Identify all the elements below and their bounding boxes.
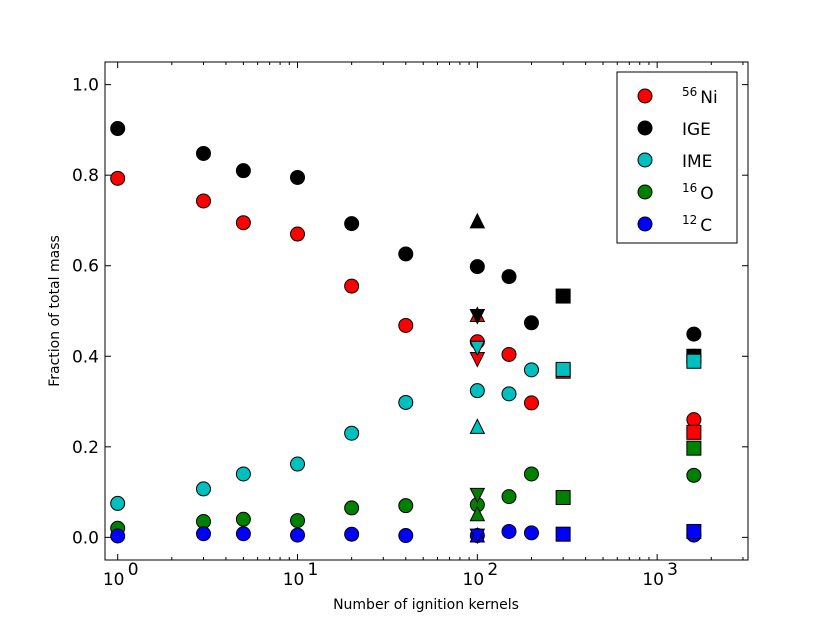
y-tick-label: 0.4 — [72, 347, 99, 367]
legend-superscript: 56 — [682, 85, 697, 99]
data-point-ige-circle — [344, 216, 360, 232]
data-point-56ni-square — [686, 424, 702, 440]
legend-label-ni: 56 Ni — [682, 85, 718, 108]
legend-label-c: 12 C — [682, 213, 712, 236]
data-point-16o-circle — [344, 500, 360, 516]
data-point-16o-square — [686, 440, 702, 456]
data-point-ige-triangle-down — [469, 309, 486, 325]
data-point-ige-triangle-up — [469, 212, 486, 229]
legend-name: C — [700, 216, 712, 236]
x-tick-label: 10 — [103, 570, 125, 590]
x-tick-label: 10 — [642, 570, 664, 590]
data-point-56ni-circle — [290, 226, 306, 242]
data-point-12c-square — [555, 526, 571, 542]
data-point-56ni-circle — [195, 193, 211, 209]
x-axis-label: Number of ignition kernels — [333, 597, 519, 613]
legend-name: Ni — [700, 88, 717, 108]
data-point-ige-circle — [235, 163, 251, 179]
axis-ticks: 0.00.20.40.60.81.010 0 10 1 10 2 10 3 — [72, 62, 748, 590]
x-tick-exponent: 2 — [487, 560, 498, 580]
data-point-ime-triangle-up — [469, 418, 486, 434]
data-point-56ni-circle — [235, 215, 251, 231]
legend-superscript: 12 — [682, 213, 697, 227]
data-point-16o-circle — [523, 466, 539, 482]
x-tick-label: 10 — [463, 570, 485, 590]
data-point-12c-triangle-down — [469, 528, 486, 545]
data-point-12c-circle — [344, 526, 360, 542]
data-point-ime-triangle-down — [469, 340, 486, 357]
data-point-12c-circle — [235, 526, 251, 542]
data-point-ige-circle — [469, 259, 485, 275]
data-point-ime-circle — [235, 466, 251, 482]
y-tick-label: 0.2 — [72, 438, 99, 458]
y-tick-label: 0.0 — [72, 528, 99, 548]
data-point-12c-circle — [398, 528, 414, 544]
data-point-16o-circle — [501, 489, 517, 505]
x-tick-exponent: 3 — [667, 560, 678, 580]
legend-marker-ni — [637, 88, 653, 104]
x-tick-label: 10 — [283, 570, 305, 590]
x-tick-exponent: 0 — [128, 560, 139, 580]
data-point-ime-circle — [523, 362, 539, 378]
data-point-ige-circle — [398, 246, 414, 262]
data-point-ige-circle — [290, 169, 306, 185]
legend-label-ige: IGE — [682, 120, 711, 140]
data-point-56ni-circle — [686, 412, 702, 428]
data-point-ime-circle — [398, 394, 414, 410]
data-point-16o-triangle-down — [469, 487, 486, 504]
data-markers — [110, 121, 702, 545]
data-point-56ni-circle — [344, 278, 360, 294]
y-tick-label: 0.6 — [72, 257, 99, 277]
data-point-16o-square — [555, 490, 571, 506]
data-point-ige-circle — [501, 269, 517, 285]
data-point-12c-square — [686, 523, 702, 539]
y-axis-label: Fraction of total mass — [47, 235, 63, 387]
data-point-ime-circle — [195, 481, 211, 497]
data-point-12c-circle — [290, 527, 306, 543]
legend-marker-c — [637, 216, 653, 232]
data-point-16o-circle — [398, 498, 414, 514]
x-tick-exponent: 1 — [308, 560, 319, 580]
data-point-ige-circle — [110, 121, 126, 137]
legend-marker-ige — [637, 120, 653, 136]
data-point-16o-circle — [686, 467, 702, 483]
legend-marker-ime — [637, 152, 653, 168]
data-point-12c-circle — [195, 526, 211, 542]
data-point-16o-triangle-up — [469, 505, 486, 522]
data-point-ime-circle — [469, 383, 485, 399]
data-point-56ni-circle — [398, 317, 414, 333]
data-point-16o-circle — [235, 511, 251, 527]
y-tick-label: 0.8 — [72, 166, 99, 186]
data-point-ige-circle — [195, 145, 211, 161]
data-point-12c-circle — [110, 528, 126, 544]
data-point-ige-circle — [686, 326, 702, 342]
legend-box — [616, 71, 738, 244]
legend-marker-o — [637, 184, 653, 200]
legend-label-ime: IME — [682, 152, 712, 172]
data-point-ime-circle — [344, 425, 360, 441]
data-point-12c-circle — [501, 523, 517, 539]
data-point-56ni-circle — [501, 346, 517, 362]
legend-name: O — [700, 184, 713, 204]
data-point-12c-circle — [523, 525, 539, 541]
data-point-ige-circle — [523, 315, 539, 331]
data-point-56ni-circle — [110, 170, 126, 186]
legend-superscript: 16 — [682, 181, 697, 195]
plot-frame — [104, 61, 749, 561]
data-point-16o-circle — [290, 513, 306, 529]
data-point-ige-square — [555, 288, 571, 304]
data-point-ime-circle — [290, 456, 306, 472]
data-point-ime-square — [555, 361, 571, 377]
data-point-56ni-circle — [523, 395, 539, 411]
legend-label-o: 16 O — [682, 181, 714, 204]
y-tick-label: 1.0 — [72, 76, 99, 96]
data-point-ime-circle — [110, 495, 126, 511]
data-point-ime-square — [686, 353, 702, 369]
data-point-ime-circle — [501, 386, 517, 402]
